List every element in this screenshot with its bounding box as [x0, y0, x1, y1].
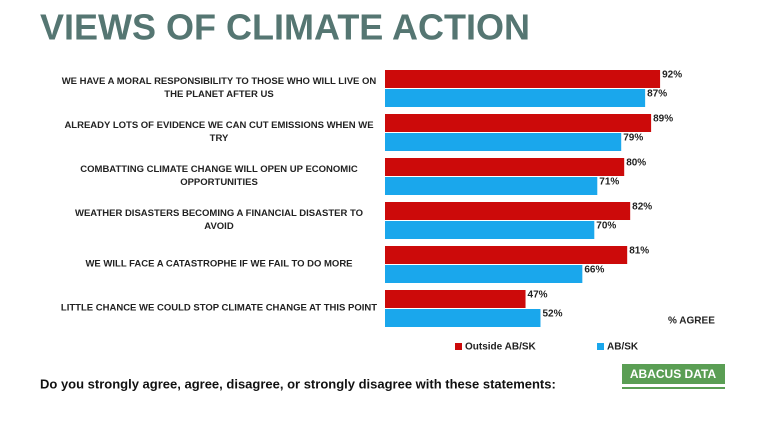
annotation: % AGREE	[668, 316, 715, 327]
logo: ABACUS DATA	[630, 367, 717, 381]
bar	[385, 177, 598, 195]
bar	[385, 70, 661, 88]
legend-swatch	[597, 343, 604, 350]
category-label: LITTLE CHANCE WE COULD STOP CLIMATE CHAN…	[60, 302, 378, 314]
value-label: 92%	[662, 70, 682, 81]
footnote: Do you strongly agree, agree, disagree, …	[40, 376, 556, 391]
value-label: 80%	[626, 158, 646, 169]
value-label: 89%	[653, 114, 673, 125]
bar	[385, 89, 646, 107]
category-label: WEATHER DISASTERS BECOMING A FINANCIAL D…	[74, 208, 363, 232]
bar	[385, 265, 583, 283]
logo-box	[622, 364, 725, 384]
bar	[385, 309, 541, 327]
bar	[385, 133, 622, 151]
category-label: COMBATTING CLIMATE CHANGE WILL OPEN UP E…	[80, 164, 358, 188]
category-label: WE WILL FACE A CATASTROPHE IF WE FAIL TO…	[85, 258, 353, 270]
value-label: 70%	[596, 221, 616, 232]
bar	[385, 158, 625, 176]
value-label: 79%	[623, 133, 643, 144]
value-label: 71%	[599, 177, 619, 188]
bar	[385, 246, 628, 264]
legend-label: AB/SK	[607, 342, 639, 353]
bar	[385, 202, 631, 220]
legend-label: Outside AB/SK	[465, 342, 537, 353]
value-label: 82%	[632, 202, 652, 213]
chart-title: VIEWS OF CLIMATE ACTION	[40, 7, 530, 48]
value-label: 66%	[584, 265, 604, 276]
bar	[385, 114, 652, 132]
value-label: 47%	[528, 290, 548, 301]
legend-swatch	[455, 343, 462, 350]
value-label: 87%	[647, 89, 667, 100]
category-label: WE HAVE A MORAL RESPONSIBILITY TO THOSE …	[61, 76, 377, 100]
value-label: 52%	[542, 309, 562, 320]
bar	[385, 290, 526, 308]
value-label: 81%	[629, 246, 649, 257]
bar	[385, 221, 595, 239]
category-label: ALREADY LOTS OF EVIDENCE WE CAN CUT EMIS…	[64, 120, 374, 144]
